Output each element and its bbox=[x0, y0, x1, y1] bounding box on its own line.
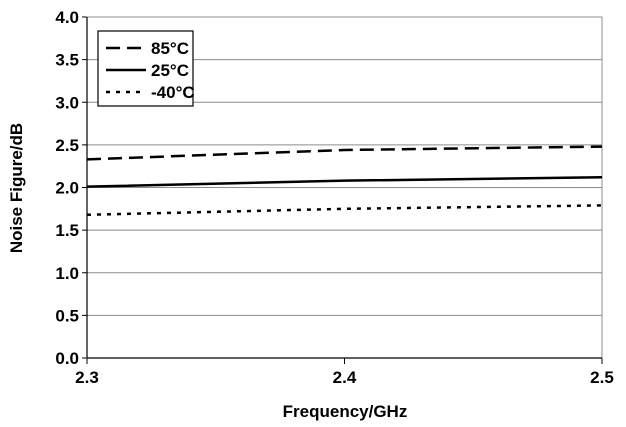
y-tick-label: 3.5 bbox=[55, 51, 79, 70]
series-line bbox=[86, 145, 603, 161]
y-tick-label: 0.5 bbox=[55, 306, 79, 325]
series-lines bbox=[86, 145, 603, 217]
legend-label: 25°C bbox=[151, 61, 189, 80]
y-tick-label: 1.0 bbox=[55, 264, 79, 283]
y-tick-label: 2.0 bbox=[55, 179, 79, 198]
y-tick-label: 3.0 bbox=[55, 93, 79, 112]
legend: 85°C 25°C -40°C bbox=[97, 30, 195, 107]
x-tick-label: 2.3 bbox=[75, 368, 99, 387]
legend-label: -40°C bbox=[151, 83, 195, 102]
series-line bbox=[86, 204, 603, 217]
tick-labels: 0.0 0.5 1.0 1.5 2.0 2.5 3.0 3.5 4.0 2.3 2.4 2.5 bbox=[55, 8, 613, 387]
y-tick-label: 4.0 bbox=[55, 8, 79, 27]
axes bbox=[82, 16, 603, 364]
y-tick-label: 2.5 bbox=[55, 136, 79, 155]
legend-label: 85°C bbox=[151, 39, 189, 58]
y-tick-label: 0.0 bbox=[55, 349, 79, 368]
x-tick-label: 2.5 bbox=[590, 368, 614, 387]
x-tick-label: 2.4 bbox=[333, 368, 357, 387]
y-tick-label: 1.5 bbox=[55, 221, 79, 240]
x-axis-label: Frequency/GHz bbox=[283, 402, 408, 421]
series-line bbox=[86, 176, 603, 188]
legend-box bbox=[97, 30, 194, 107]
y-axis-label: Noise Figure/dB bbox=[7, 123, 26, 253]
